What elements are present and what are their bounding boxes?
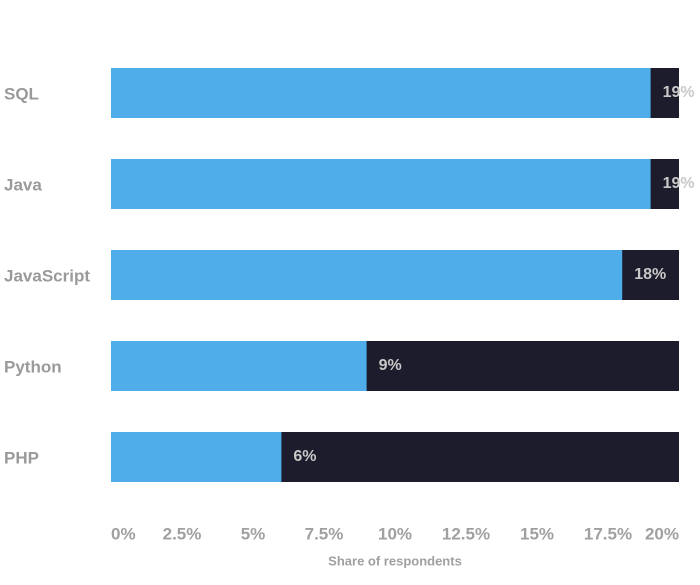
category-label: Python (4, 357, 62, 376)
x-tick-label: 15% (520, 524, 554, 543)
value-label: 19% (663, 175, 695, 192)
bar (111, 250, 623, 300)
value-label: 9% (379, 357, 402, 374)
category-label: PHP (4, 448, 39, 467)
x-tick-label: 0% (111, 524, 136, 543)
x-tick-label: 17.5% (584, 524, 632, 543)
bar (111, 432, 282, 482)
bar (111, 159, 651, 209)
category-label: JavaScript (4, 266, 90, 285)
x-tick-label: 2.5% (163, 524, 202, 543)
x-tick-label: 20% (645, 524, 679, 543)
x-tick-label: 5% (241, 524, 266, 543)
x-tick-label: 12.5% (442, 524, 490, 543)
x-tick-label: 10% (378, 524, 412, 543)
x-tick-label: 7.5% (305, 524, 344, 543)
value-label: 6% (293, 448, 316, 465)
category-label: SQL (4, 84, 39, 103)
value-label: 19% (663, 84, 695, 101)
x-axis-title: Share of respondents (328, 553, 462, 568)
value-label: 18% (634, 266, 666, 283)
bar (111, 68, 651, 118)
bar (111, 341, 367, 391)
category-label: Java (4, 175, 42, 194)
